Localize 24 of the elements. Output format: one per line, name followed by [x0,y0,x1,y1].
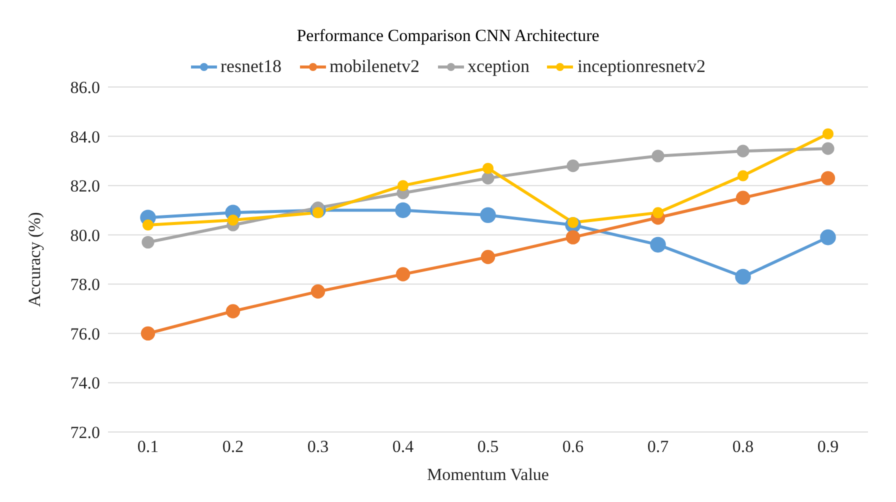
x-tick-label: 0.2 [222,437,244,456]
x-tick-label: 0.9 [817,437,839,456]
y-axis-title: Accuracy (%) [25,212,44,307]
y-tick-label: 74.0 [70,374,100,393]
legend-label: inceptionresnetv2 [576,56,706,77]
legend-label: resnet18 [220,56,282,77]
legend-label: mobilenetv2 [328,56,420,77]
y-tick-label: 84.0 [70,127,100,146]
x-tick-label: 0.8 [732,437,754,456]
x-tick-label: 0.7 [647,437,670,456]
y-tick-label: 78.0 [70,275,100,294]
y-tick-label: 76.0 [70,324,100,344]
x-tick-label: 0.4 [392,437,414,456]
x-tick-label: 0.3 [307,437,329,456]
y-tick-label: 82.0 [70,176,100,196]
y-tick-label: 86.0 [70,78,100,98]
x-tick-label: 0.1 [137,437,159,456]
x-tick-label: 0.5 [477,437,499,456]
x-axis-title: Momentum Value [427,465,549,484]
chart-title: Performance Comparison CNN Architecture [296,25,600,47]
x-tick-label: 0.6 [562,437,584,456]
y-tick-label: 80.0 [70,226,100,245]
legend-label: xception [466,56,530,77]
y-tick-label: 72.0 [70,423,100,442]
